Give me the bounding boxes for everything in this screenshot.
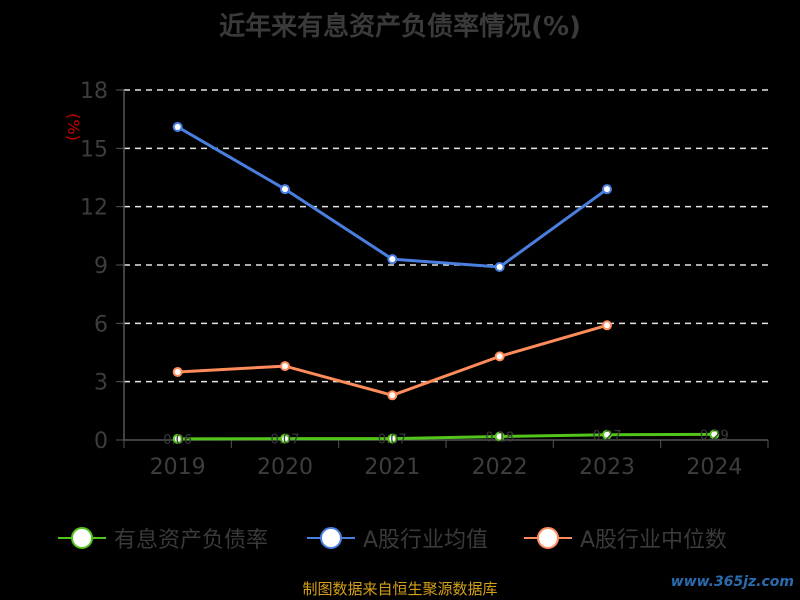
source-note: 制图数据来自恒生聚源数据库 <box>302 580 498 598</box>
data-point[interactable] <box>709 429 720 440</box>
data-label: 0.06 <box>163 433 192 448</box>
legend-label: A股行业均值 <box>363 528 489 553</box>
data-point[interactable] <box>602 320 612 331</box>
y-tick-label: 9 <box>94 254 108 279</box>
data-point[interactable] <box>280 433 290 444</box>
series-line <box>177 432 715 441</box>
data-point[interactable] <box>172 433 183 444</box>
data-point[interactable] <box>494 261 505 272</box>
legend: 有息资产负债率 A股行业均值 A股行业中位数 <box>0 520 800 556</box>
data-point[interactable] <box>494 351 505 362</box>
legend-item-series-2[interactable]: A股行业中位数 <box>524 520 727 556</box>
series-line <box>177 323 608 397</box>
y-tick-label: 3 <box>94 371 108 396</box>
series-0: 0.06 0.07 0.07 0.18 0.27 0.29 <box>163 428 729 447</box>
data-point[interactable] <box>602 429 612 440</box>
y-tick-label: 0 <box>94 429 108 454</box>
series-1 <box>172 121 612 272</box>
x-tick-labels: 2019 2020 2021 2022 2023 2024 <box>150 455 743 480</box>
data-label: 0.18 <box>485 431 514 446</box>
data-point[interactable] <box>280 361 290 372</box>
series-2 <box>172 320 612 401</box>
watermark: www.365jz.com <box>670 574 794 590</box>
data-point[interactable] <box>387 390 398 401</box>
x-tick-label: 2024 <box>686 455 742 480</box>
y-axis-label: (%) <box>64 113 83 141</box>
x-tick-label: 2022 <box>472 455 528 480</box>
y-tick-label: 18 <box>80 79 108 104</box>
data-point[interactable] <box>602 184 612 195</box>
legend-marker-icon <box>307 520 355 556</box>
y-tick-label: 12 <box>80 196 108 221</box>
x-tick-label: 2019 <box>150 455 206 480</box>
legend-item-series-0[interactable]: 有息资产负债率 <box>58 520 268 556</box>
legend-label: A股行业中位数 <box>580 528 728 553</box>
data-label: 0.29 <box>700 428 729 443</box>
x-tick-label: 2023 <box>579 455 635 480</box>
data-label: 0.27 <box>593 429 622 444</box>
data-point[interactable] <box>172 366 183 377</box>
data-label: 0.07 <box>271 433 300 448</box>
data-label: 0.07 <box>378 433 407 448</box>
data-point[interactable] <box>494 431 505 442</box>
data-point[interactable] <box>387 254 398 265</box>
legend-marker-icon <box>524 520 572 556</box>
legend-marker-icon <box>58 520 106 556</box>
series-group: 0.06 0.07 0.07 0.18 0.27 0.29 <box>163 121 729 448</box>
y-tick-labels: 0 3 6 9 12 15 18 <box>80 79 108 454</box>
legend-item-series-1[interactable]: A股行业均值 <box>307 520 488 556</box>
y-tick-label: 6 <box>94 312 108 337</box>
data-point[interactable] <box>172 121 183 132</box>
grid-lines <box>124 89 768 383</box>
data-point[interactable] <box>280 184 290 195</box>
chart-title: 近年来有息资产负债率情况(%) <box>219 12 581 42</box>
x-tick-label: 2020 <box>257 455 313 480</box>
legend-label: 有息资产负债率 <box>114 528 269 553</box>
axes <box>116 89 769 448</box>
x-tick-label: 2021 <box>364 455 420 480</box>
data-point[interactable] <box>387 433 398 444</box>
y-tick-label: 15 <box>80 137 108 162</box>
